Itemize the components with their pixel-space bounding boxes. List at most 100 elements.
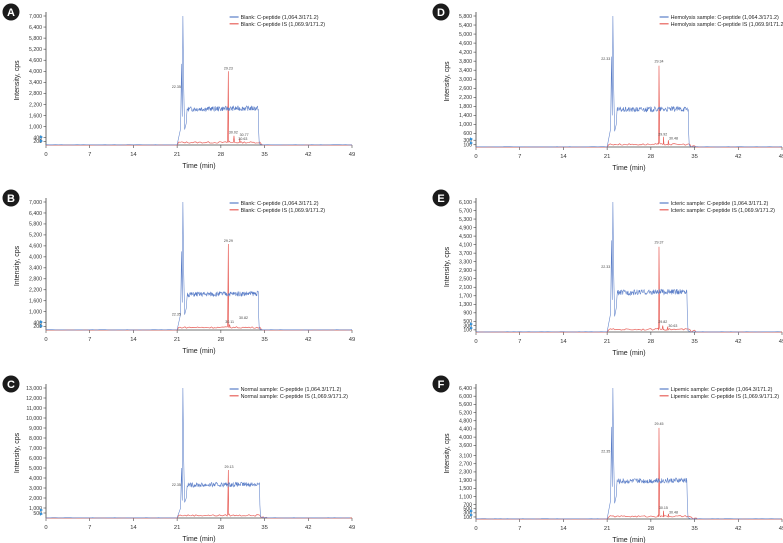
is-trace: [476, 246, 782, 333]
x-tick-label: 14: [560, 339, 567, 345]
is-trace: [46, 71, 352, 146]
y-tick-label: 3,800: [459, 59, 472, 65]
legend-entry: Blank: C-peptide IS (1,069.9/171.2): [241, 208, 326, 214]
x-tick-label: 0: [474, 154, 477, 160]
x-tick-label: 7: [518, 339, 521, 345]
y-tick-label: 1,000: [459, 122, 472, 128]
peak-label: 30.11: [225, 320, 234, 324]
y-tick-label: 300: [463, 511, 472, 517]
y-tick-label: 11,000: [27, 406, 43, 412]
x-tick-label: 7: [88, 337, 91, 343]
y-tick-label: 1,600: [29, 299, 42, 305]
panel-d: D 5,800 5,400 5,000 4,600 4,200 3,800 3,400 3,00…: [432, 3, 783, 172]
is-trace: [46, 469, 352, 519]
y-tick-label: 2,200: [29, 288, 42, 294]
y-tick-label: 2,300: [459, 470, 472, 476]
y-tick-label: 300: [463, 138, 472, 144]
y-tick-label: 5,400: [459, 23, 472, 29]
x-tick-label: 35: [261, 337, 267, 343]
panel-label: D: [437, 7, 445, 19]
y-tick-label: 1,000: [29, 506, 42, 512]
panel-badge: [2, 3, 20, 21]
y-tick-label: 1,800: [459, 104, 472, 110]
axis-marker-icon: [470, 141, 473, 145]
x-tick-label: 7: [88, 152, 91, 158]
peak-label: 29.23: [224, 66, 233, 70]
panel-label: F: [438, 379, 445, 391]
y-tick-label: 5,700: [459, 208, 472, 214]
x-tick-label: 35: [691, 526, 697, 532]
peak-label: 30.63: [238, 137, 247, 141]
analyte-trace: [475, 15, 783, 148]
peak-label: 29.29: [224, 239, 233, 243]
x-tick-label: 7: [88, 525, 91, 531]
x-axis-title: Time (min): [612, 350, 645, 357]
axis-marker-icon: [470, 137, 473, 141]
x-tick-label: 42: [305, 152, 311, 158]
x-tick-label: 28: [218, 525, 224, 531]
x-tick-label: 42: [735, 339, 741, 345]
x-axis-title: Time (min): [182, 348, 215, 355]
y-tick-label: 5,800: [29, 222, 42, 228]
panel-c: C 13,000 12,000 11,000 10,000 9,000 8,000 7,000…: [2, 375, 355, 543]
analyte-trace: [45, 15, 353, 146]
y-tick-label: 4,100: [459, 242, 472, 248]
axis-marker-icon: [470, 513, 473, 517]
y-tick-label: 300: [463, 323, 472, 329]
peak-label: 22.35: [601, 449, 610, 453]
peak-label: 30.48: [669, 510, 678, 514]
x-tick-label: 21: [174, 525, 180, 531]
analyte-trace: [475, 387, 781, 520]
y-tick-label: 7,000: [29, 14, 42, 20]
is-trace: [476, 427, 782, 520]
legend-entry: Hemolysis sample: C-peptide (1,064.3/171…: [671, 15, 779, 21]
y-tick-label: 2,900: [459, 268, 472, 274]
analyte-trace: [45, 201, 353, 331]
axis-marker-icon: [470, 509, 473, 513]
x-tick-label: 14: [130, 525, 137, 531]
legend-entry: Blank: C-peptide (1,064.3/171.2): [241, 15, 319, 21]
y-tick-label: 12,000: [26, 396, 42, 402]
legend-entry: Blank: C-peptide (1,064.3/171.2): [241, 201, 319, 207]
peak-label: 29.82: [658, 320, 667, 324]
panel-label: E: [437, 193, 444, 205]
y-axis-title: Intensity, cps: [14, 60, 21, 101]
panel-f: F 6,400 6,000 5,600 5,200 4,800 4,400 4,000 3,60…: [432, 375, 783, 543]
y-tick-label: 13,000: [26, 386, 42, 392]
panel-badge: [432, 375, 450, 393]
panel-a: A 7,000 6,400 5,800 5,200 4,600 4,000 3,400 2,80…: [2, 3, 355, 170]
panel-label: A: [7, 7, 15, 19]
y-tick-label: 9,000: [29, 426, 42, 432]
peak-label: 30.02: [229, 131, 238, 135]
peak-label: 22.35: [172, 85, 181, 89]
x-tick-label: 0: [474, 339, 477, 345]
x-tick-label: 49: [779, 526, 783, 532]
y-tick-label: 1,700: [459, 294, 472, 300]
y-tick-label: 4,600: [29, 58, 42, 64]
x-tick-label: 28: [648, 339, 654, 345]
peak-label: 22.35: [172, 312, 181, 316]
y-tick-label: 2,600: [459, 86, 472, 92]
y-tick-label: 4,400: [459, 427, 472, 433]
y-tick-label: 2,700: [459, 462, 472, 468]
y-tick-label: 1,400: [459, 113, 472, 119]
y-tick-label: 5,000: [29, 466, 42, 472]
x-tick-label: 35: [691, 339, 697, 345]
y-tick-label: 3,400: [29, 80, 42, 86]
y-tick-label: 3,000: [459, 77, 472, 83]
y-tick-label: 500: [463, 507, 472, 513]
y-tick-label: 4,000: [29, 255, 42, 261]
y-tick-label: 100: [463, 143, 472, 149]
x-tick-label: 35: [261, 525, 267, 531]
x-tick-label: 0: [474, 526, 477, 532]
y-tick-label: 700: [463, 502, 472, 508]
x-tick-label: 42: [735, 154, 741, 160]
x-tick-label: 21: [604, 339, 610, 345]
peak-label: 30.63: [668, 324, 677, 328]
peak-label: 29.92: [658, 132, 667, 136]
legend-entry: Blank: C-peptide IS (1,069.9/171.2): [241, 22, 326, 28]
y-tick-label: 4,500: [459, 234, 472, 240]
y-tick-label: 2,500: [459, 277, 472, 283]
x-axis-title: Time (min): [612, 165, 645, 172]
legend-entry: Normal sample: C-peptide IS (1,069.9/171…: [241, 394, 348, 400]
